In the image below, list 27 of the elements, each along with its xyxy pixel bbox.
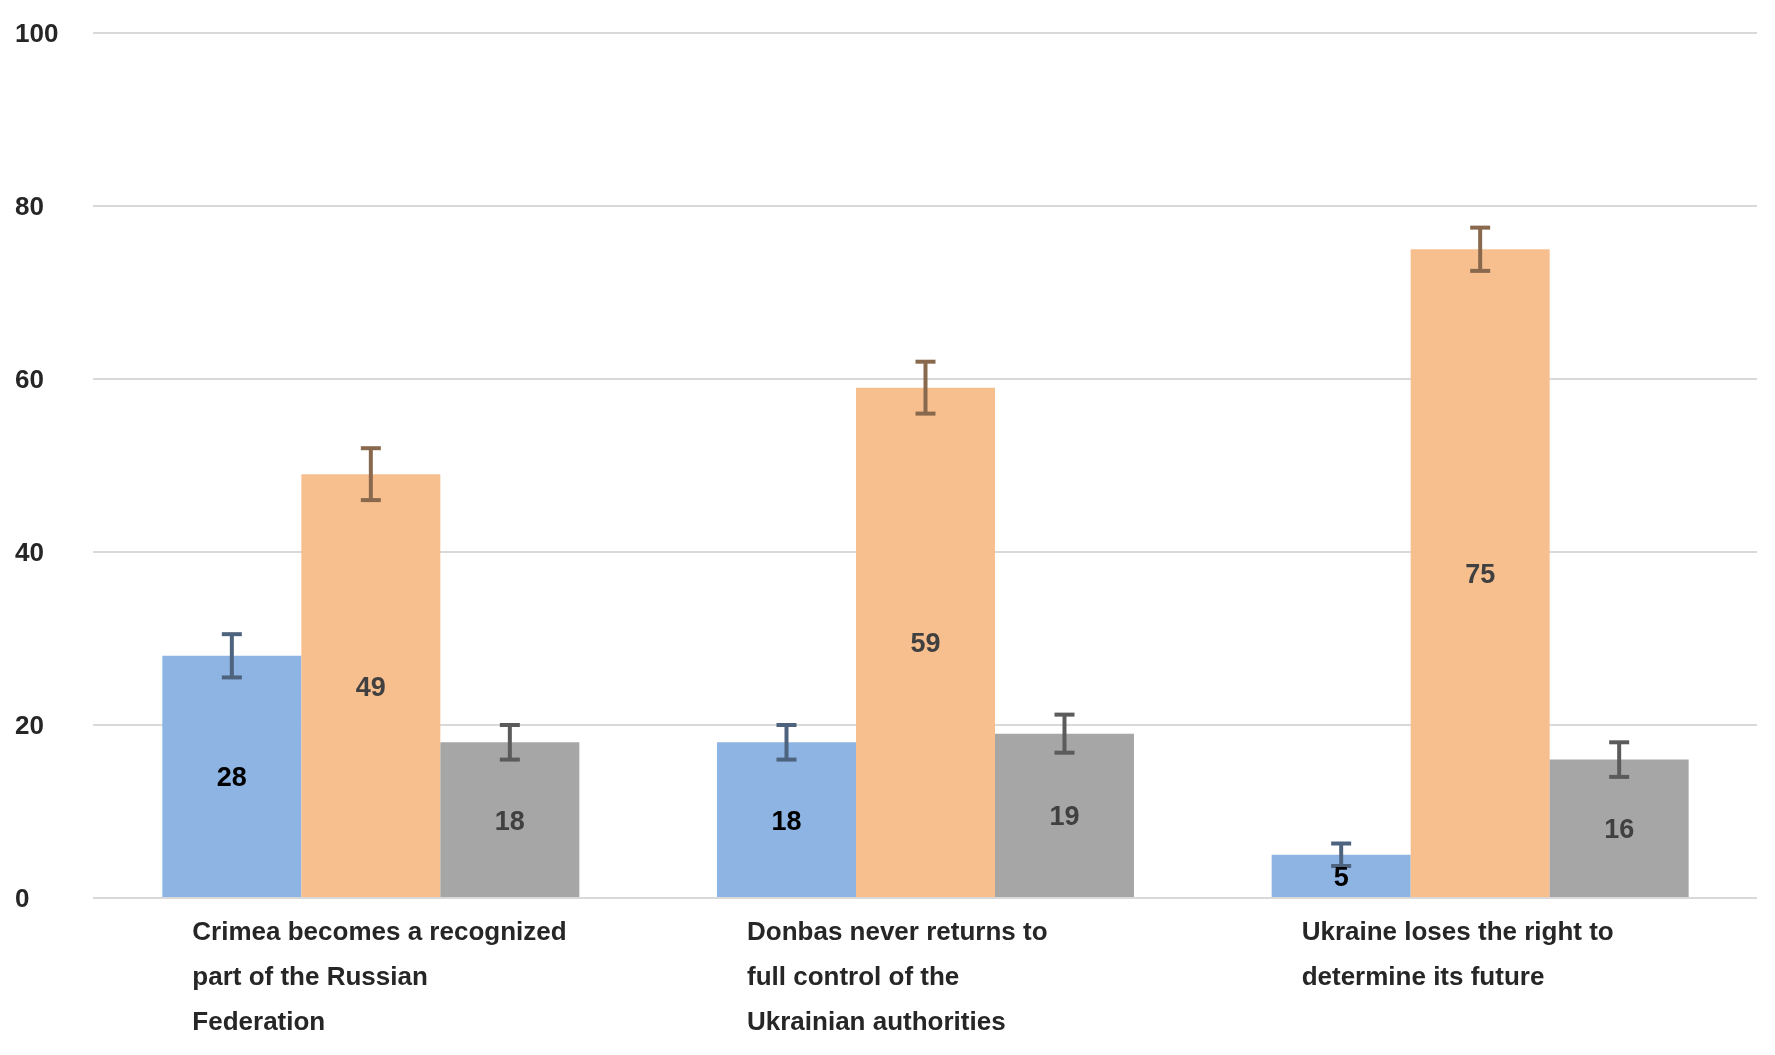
y-tick-label: 80 bbox=[15, 191, 44, 222]
y-tick-label: 20 bbox=[15, 710, 44, 741]
y-tick-label: 100 bbox=[15, 18, 59, 49]
bar bbox=[1549, 759, 1689, 898]
data-label: 28 bbox=[216, 762, 247, 793]
data-label: 5 bbox=[1333, 861, 1349, 892]
bar bbox=[301, 474, 441, 898]
bar bbox=[1410, 249, 1550, 898]
data-label: 18 bbox=[494, 805, 525, 836]
bar bbox=[1271, 854, 1411, 898]
x-tick-label: Ukraine loses the right to determine its future bbox=[1301, 916, 1614, 991]
data-label: 49 bbox=[355, 671, 386, 702]
x-tick-label: Donbas never returns to full control of the Ukrainian authorities bbox=[747, 916, 1048, 1036]
bar bbox=[440, 742, 580, 898]
bar bbox=[162, 655, 302, 898]
bar bbox=[995, 733, 1134, 898]
bar bbox=[717, 742, 856, 898]
x-tick-label: Crimea becomes a recognized part of the Russian Federation bbox=[192, 916, 567, 1036]
y-tick-label: 0 bbox=[15, 883, 30, 914]
data-label: 18 bbox=[771, 805, 802, 836]
data-label: 19 bbox=[1049, 801, 1080, 832]
data-label: 59 bbox=[910, 628, 941, 659]
bar bbox=[856, 387, 995, 898]
data-label: 16 bbox=[1604, 814, 1635, 845]
y-tick-label: 60 bbox=[15, 364, 44, 395]
y-tick-label: 40 bbox=[15, 537, 44, 568]
data-label: 75 bbox=[1465, 559, 1496, 590]
